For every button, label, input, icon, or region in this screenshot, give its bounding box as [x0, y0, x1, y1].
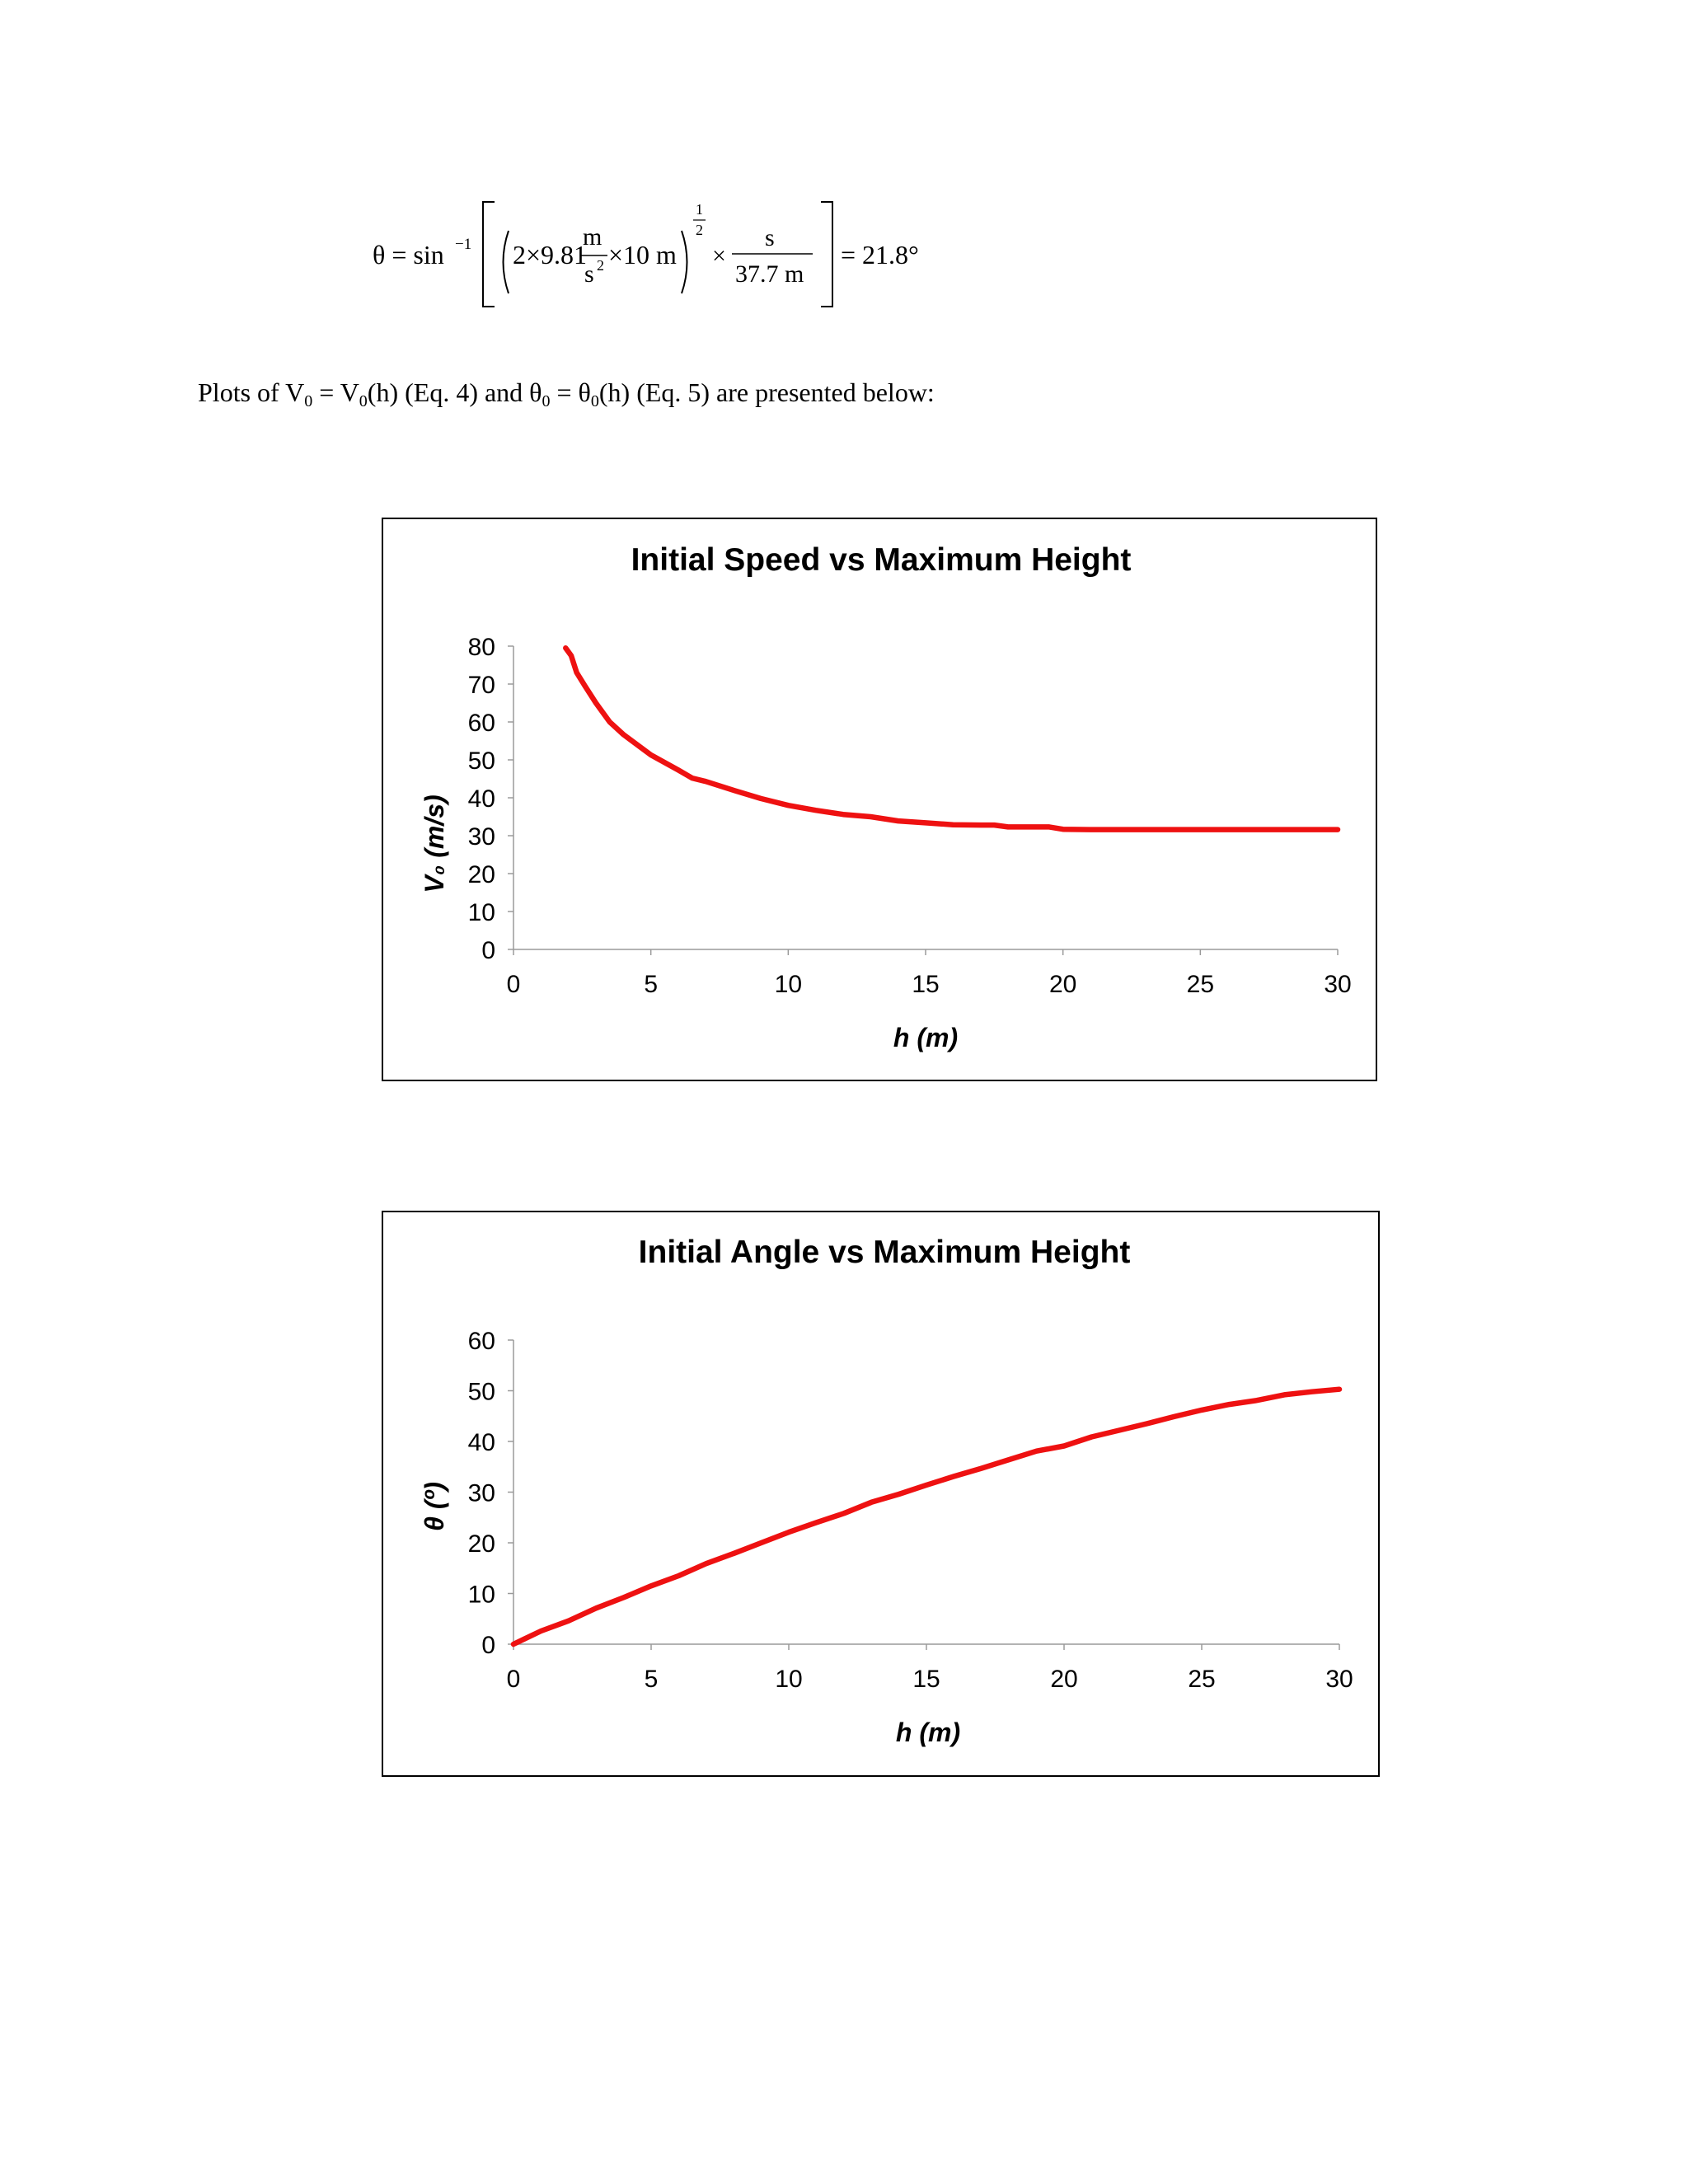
y-tick-label: 20 — [468, 861, 495, 888]
equation: θ = sin −1 2×9.81 m s 2 ×10 m 1 2 × s 37… — [373, 190, 950, 321]
equation-frac2-den: 37.7 m — [735, 260, 804, 288]
y-tick-label: 70 — [468, 672, 495, 699]
angle-chart: Initial Angle vs Maximum Height h (m) θ … — [382, 1211, 1380, 1777]
series-line — [563, 645, 1341, 832]
x-tick-label: 5 — [644, 971, 658, 998]
equation-coef: 2×9.81 — [513, 240, 587, 269]
speed-chart: Initial Speed vs Maximum Height h (m) V₀… — [382, 518, 1377, 1081]
angle-chart-svg: Initial Angle vs Maximum Height h (m) θ … — [420, 1235, 1353, 1747]
x-tick-label: 15 — [912, 971, 939, 998]
y-axis-title: V₀ (m/s) — [420, 794, 449, 893]
equation-after: ×10 m — [608, 240, 677, 269]
x-tick-label: 25 — [1188, 1666, 1215, 1693]
equation-inverse-exp: −1 — [455, 236, 471, 253]
x-tick-label: 30 — [1325, 1666, 1353, 1693]
intro-sub3: 0 — [542, 392, 551, 410]
y-tick-label: 20 — [468, 1530, 495, 1558]
y-tick-label: 60 — [468, 1328, 495, 1355]
equation-frac2-num: s — [765, 224, 775, 251]
chart-title: Initial Speed vs Maximum Height — [631, 542, 1132, 578]
x-tick-label: 20 — [1049, 971, 1076, 998]
equation-frac-den: s — [584, 260, 594, 288]
equation-result: = 21.8° — [841, 240, 919, 269]
plot-area: 0 10 20 30 40 50 60 0 5 10 15 20 25 30 — [468, 1328, 1353, 1693]
equation-exp-num: 1 — [696, 201, 703, 218]
x-tick-label: 5 — [645, 1666, 659, 1693]
y-tick-label: 80 — [468, 634, 495, 661]
x-tick-label: 30 — [1324, 971, 1351, 998]
speed-chart-svg: Initial Speed vs Maximum Height h (m) V₀… — [420, 542, 1352, 1052]
x-axis-title: h (m) — [896, 1718, 960, 1747]
equation-svg: θ = sin −1 2×9.81 m s 2 ×10 m 1 2 × s 37… — [373, 201, 919, 307]
y-tick-label: 60 — [468, 710, 495, 737]
intro-sub2: 0 — [359, 392, 368, 410]
equation-frac-num: m — [583, 223, 602, 251]
x-tick-label: 0 — [507, 1666, 521, 1693]
intro-sub4: 0 — [590, 392, 599, 410]
y-tick-label: 10 — [468, 899, 495, 926]
x-tick-label: 15 — [912, 1666, 940, 1693]
chart-title: Initial Angle vs Maximum Height — [639, 1235, 1131, 1270]
y-tick-label: 0 — [481, 1632, 495, 1659]
y-tick-label: 30 — [468, 1480, 495, 1507]
y-tick-label: 30 — [468, 823, 495, 851]
right-paren — [681, 230, 688, 294]
x-tick-label: 20 — [1050, 1666, 1077, 1693]
y-tick-label: 40 — [468, 1429, 495, 1456]
y-tick-label: 50 — [468, 748, 495, 775]
y-tick-label: 0 — [481, 937, 495, 964]
plot-area: 0 10 20 30 40 50 60 70 80 0 5 10 15 20 25 30 — [468, 634, 1352, 998]
y-axis-title: θ (º) — [420, 1482, 449, 1531]
intro-part4: = θ — [550, 377, 591, 407]
equation-exp-den: 2 — [696, 222, 703, 238]
intro-part1: Plots of V — [198, 377, 305, 407]
equation-lhs: θ = sin — [373, 240, 444, 269]
equation-den-exp: 2 — [597, 257, 604, 274]
right-bracket — [821, 201, 833, 307]
left-bracket — [482, 201, 495, 307]
x-tick-label: 25 — [1187, 971, 1214, 998]
intro-part2: = V — [312, 377, 359, 407]
x-tick-label: 10 — [775, 971, 802, 998]
x-tick-label: 10 — [775, 1666, 802, 1693]
equation-times: × — [712, 242, 726, 269]
x-tick-label: 0 — [507, 971, 521, 998]
intro-sub1: 0 — [304, 392, 313, 410]
left-paren — [502, 230, 509, 294]
intro-text: Plots of V0 = V0(h) (Eq. 4) and θ0 = θ0(… — [198, 377, 935, 411]
y-tick-label: 40 — [468, 785, 495, 813]
intro-part5: (h) (Eq. 5) are presented below: — [598, 377, 935, 407]
x-axis-title: h (m) — [893, 1023, 958, 1052]
series-line — [510, 1386, 1343, 1647]
y-tick-label: 50 — [468, 1379, 495, 1406]
intro-part3: (h) (Eq. 4) and θ — [367, 377, 542, 407]
y-tick-label: 10 — [468, 1582, 495, 1609]
